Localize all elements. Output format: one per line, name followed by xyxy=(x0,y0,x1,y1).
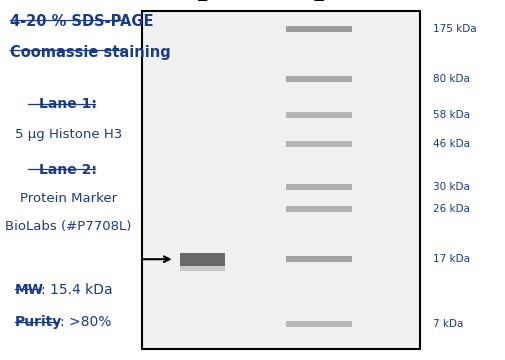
Bar xyxy=(285,184,351,190)
Text: Protein Marker: Protein Marker xyxy=(20,192,117,204)
Text: Lane 1:: Lane 1: xyxy=(39,97,97,111)
Text: Purity: Purity xyxy=(15,315,62,329)
Bar xyxy=(285,76,351,82)
Text: 2: 2 xyxy=(312,0,324,5)
Bar xyxy=(141,11,419,349)
Bar xyxy=(285,112,351,118)
Text: 4-20 % SDS-PAGE: 4-20 % SDS-PAGE xyxy=(10,14,154,30)
Text: Lane 2:: Lane 2: xyxy=(39,163,97,177)
Text: 80 kDa: 80 kDa xyxy=(432,74,469,84)
Text: 58 kDa: 58 kDa xyxy=(432,110,469,120)
Text: 175 kDa: 175 kDa xyxy=(432,24,475,34)
Text: 17 kDa: 17 kDa xyxy=(432,254,469,264)
Bar xyxy=(285,256,351,262)
Text: Coomassie staining: Coomassie staining xyxy=(10,45,171,60)
Text: : >80%: : >80% xyxy=(60,315,111,329)
Text: : 15.4 kDa: : 15.4 kDa xyxy=(41,283,113,297)
Text: 30 kDa: 30 kDa xyxy=(432,182,469,192)
Text: 1: 1 xyxy=(196,0,208,5)
Text: 26 kDa: 26 kDa xyxy=(432,204,469,214)
Text: 46 kDa: 46 kDa xyxy=(432,139,469,149)
Bar xyxy=(285,26,351,32)
Bar xyxy=(285,321,351,327)
Bar xyxy=(285,206,351,212)
Bar xyxy=(179,266,225,271)
Text: BioLabs (#P7708L): BioLabs (#P7708L) xyxy=(5,220,131,233)
Bar xyxy=(179,253,225,266)
Text: 7 kDa: 7 kDa xyxy=(432,319,462,329)
Text: MW: MW xyxy=(15,283,44,297)
Text: 5 μg Histone H3: 5 μg Histone H3 xyxy=(15,128,122,141)
Bar xyxy=(285,141,351,147)
